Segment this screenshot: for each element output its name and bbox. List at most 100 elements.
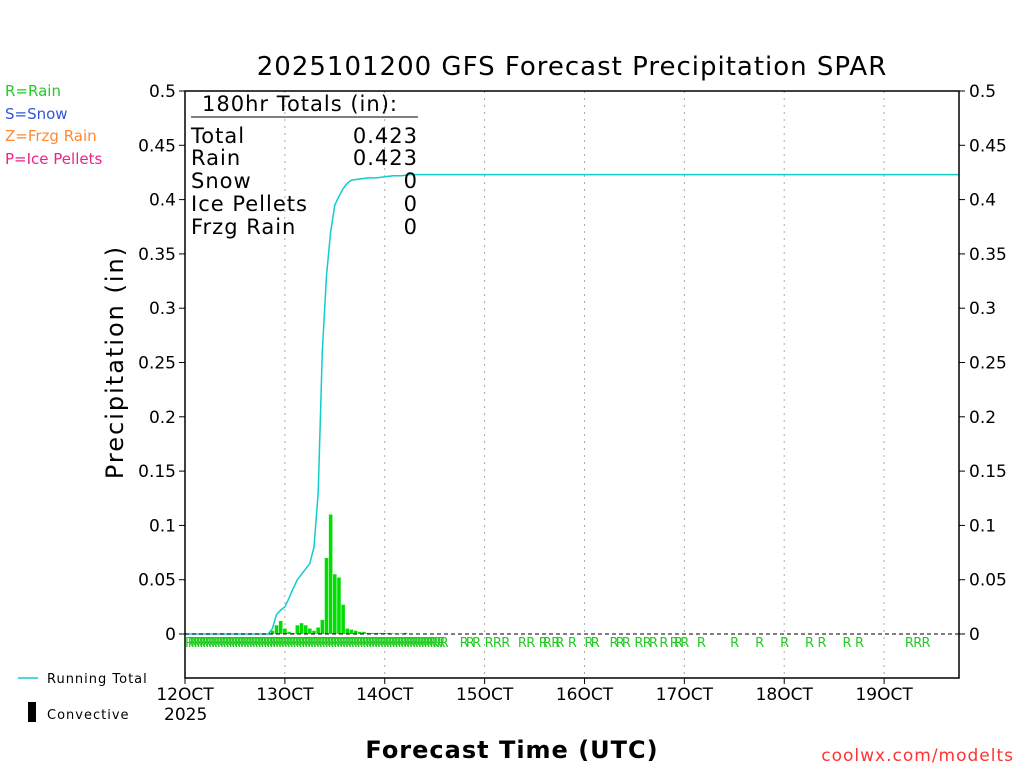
precip-bar — [366, 632, 370, 634]
ptype-marker-rain: R — [200, 636, 209, 651]
precip-bar — [295, 625, 300, 634]
credit-link[interactable]: coolwx.com/modelts — [821, 746, 1014, 766]
ptype-marker-rain: R — [223, 636, 232, 651]
y-tick-label-right: 0.15 — [969, 462, 1007, 482]
ptype-marker-rain: R — [205, 636, 214, 651]
x-axis-title: Forecast Time (UTC) — [365, 736, 658, 764]
precip-bar — [316, 627, 320, 634]
ptype-marker-rain: R — [543, 636, 552, 651]
ptype-marker-rain: R — [313, 636, 322, 651]
ptype-marker-rain: R — [293, 636, 302, 651]
ptype-marker-rain: R — [526, 636, 535, 651]
ptype-marker-rain: R — [485, 636, 494, 651]
ptype-marker-rain: R — [351, 636, 360, 651]
precip-bar — [341, 604, 345, 634]
y-tick-label-left: 0.2 — [149, 408, 176, 428]
y-tick-label-left: 0.25 — [138, 354, 176, 374]
ptype-marker-rain: R — [670, 636, 679, 651]
ptype-marker-rain: R — [539, 636, 548, 651]
totals-value-freezing-rain: 0 — [404, 215, 418, 239]
totals-value-snow: 0 — [404, 169, 418, 193]
ptype-marker-rain: R — [243, 636, 252, 651]
precip-bar — [349, 629, 354, 634]
ptype-marker-rain: R — [649, 636, 658, 651]
x-tick-label-15OCT: 15OCT — [456, 685, 514, 705]
precip-bar — [287, 631, 291, 634]
ptype-marker-rain: R — [609, 636, 618, 651]
ptype-marker-rain: R — [418, 636, 427, 651]
ptype-marker-rain: R — [412, 636, 421, 651]
ptype-marker-rain: R — [316, 636, 325, 651]
convective-legend: Convective — [47, 708, 130, 723]
ptype-marker-rain: R — [354, 636, 363, 651]
y-tick-label-right: 0.5 — [969, 82, 996, 102]
running-total-line — [185, 173, 959, 635]
ptype-marker-rain: R — [299, 636, 308, 651]
totals-value-rain: 0.423 — [353, 146, 418, 170]
chart-title: 2025101200 GFS Forecast Precipitation SP… — [257, 52, 888, 82]
precip-bar — [357, 631, 362, 634]
precip-bar — [299, 623, 304, 634]
y-tick-label-right: 0.1 — [969, 516, 996, 536]
ptype-marker-rain: R — [249, 636, 258, 651]
ptype-marker-rain: R — [278, 636, 287, 651]
ptype-marker-rain: R — [287, 636, 296, 651]
series-legend: Running Total Convective — [18, 672, 147, 723]
x-axis: 12OCT 13OCT 14OCT 15OCT 16OCT 17OCT 18OCT 19OCT — [156, 678, 913, 705]
ptype-marker-rain: R — [296, 636, 305, 651]
x-tick-label-18OCT: 18OCT — [756, 685, 814, 705]
ptype-marker-rain: R — [235, 636, 244, 651]
ptype-marker-rain: R — [674, 636, 683, 651]
ptype-marker-rain: R — [275, 636, 284, 651]
y-tick-label-left: 0.45 — [138, 136, 176, 156]
ptype-legend: R=Rain S=Snow Z=Frzg Rain P=Ice Pellets — [5, 82, 102, 168]
ptype-marker-rain: R — [339, 636, 348, 651]
precip-bar — [274, 625, 279, 634]
precip-bar — [291, 632, 295, 634]
ptype-marker-rain: R — [395, 636, 404, 651]
ptype-marker-rain: R — [232, 636, 241, 651]
ptype-marker-rain: R — [568, 636, 577, 651]
ptype-marker-rain: R — [325, 636, 334, 651]
ptype-marker-rain: R — [913, 636, 922, 651]
x-tick-label-12OCT: 12OCT — [156, 685, 214, 705]
ptype-marker-rain: R — [188, 636, 197, 651]
ptype-marker-rain: R — [281, 636, 290, 651]
ptype-marker-rain: R — [377, 636, 386, 651]
ptype-marker-rain: R — [905, 636, 914, 651]
ptype-marker-rain: R — [363, 636, 372, 651]
precip-bar — [403, 632, 408, 634]
ptype-marker-rain: R — [360, 636, 369, 651]
ptype-marker-rain: R — [551, 636, 560, 651]
ptype-marker-rain: R — [194, 636, 203, 651]
ptype-marker-rain: R — [290, 636, 299, 651]
ptype-marker-rain: R — [591, 636, 600, 651]
ptype-marker-rain: R — [334, 636, 343, 651]
precip-bar — [391, 633, 395, 634]
totals-header: 180hr Totals (in): — [202, 92, 398, 116]
x-tick-label-19OCT: 19OCT — [855, 685, 913, 705]
ptype-marker-rain: R — [374, 636, 383, 651]
ptype-marker-rain: R — [842, 636, 851, 651]
ptype-marker-rain: R — [427, 636, 436, 651]
ptype-marker-rain: R — [255, 636, 264, 651]
ptype-marker-rain: R — [383, 636, 392, 651]
ptype-marker-rain: R — [424, 636, 433, 651]
precip-bar — [283, 628, 287, 634]
ptype-marker-rain: R — [202, 636, 211, 651]
ptype-marker-rain: R — [211, 636, 220, 651]
precip-bar — [337, 577, 341, 634]
ptype-marker-rain: R — [440, 636, 449, 651]
ptype-marker-rain: R — [421, 636, 430, 651]
running-total-series — [185, 173, 959, 635]
grid-lines — [284, 91, 885, 678]
ptype-marker-rain: R — [185, 636, 194, 651]
ptype-marker-rain: R — [246, 636, 255, 651]
precip-bar — [324, 557, 329, 634]
ptype-marker-rain: R — [501, 636, 510, 651]
precip-bar — [382, 632, 387, 634]
ptype-marker-rain: R — [622, 636, 631, 651]
precip-bar — [270, 630, 275, 634]
y-tick-label-left: 0.05 — [138, 571, 176, 591]
